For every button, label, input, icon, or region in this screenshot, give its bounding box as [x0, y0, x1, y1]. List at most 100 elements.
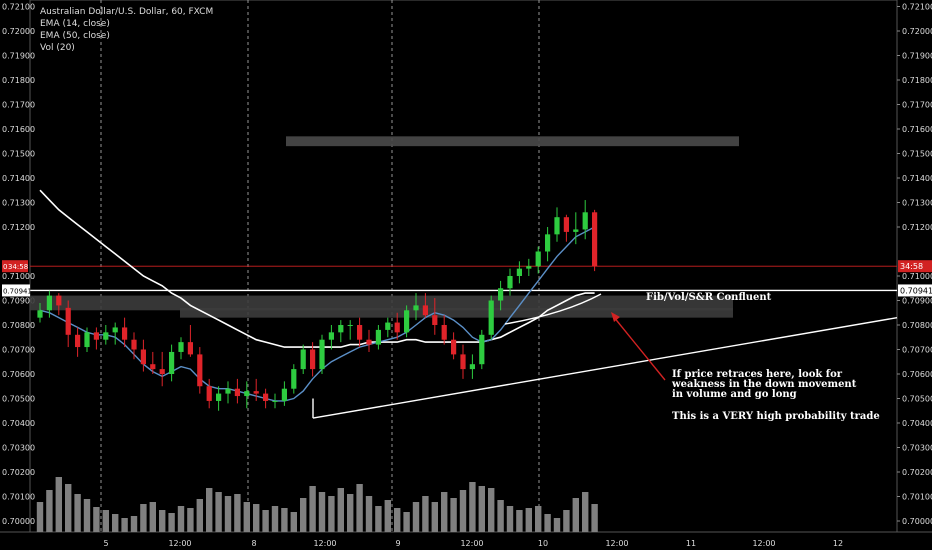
candle-down — [140, 349, 146, 365]
volume-bar — [112, 514, 119, 532]
time-axis-label: 8 — [251, 539, 256, 548]
price-axis-label-left: 0.70200 — [2, 468, 35, 477]
volume-bar — [65, 484, 72, 532]
candle-up — [272, 400, 278, 402]
ema14-line — [39, 226, 595, 402]
confluence-zone-label: Fib/Vol/S&R Confluent — [646, 292, 772, 303]
price-axis-label-left: 0.70000 — [2, 517, 35, 526]
candle-down — [75, 334, 81, 348]
volume-bar — [506, 506, 514, 532]
volume-bar — [365, 496, 373, 532]
candle-up — [328, 332, 334, 340]
volume-bar — [55, 477, 62, 532]
candle-up — [37, 310, 43, 318]
volume-bar — [328, 496, 335, 532]
volume-bar — [572, 498, 579, 532]
candle-down — [122, 327, 128, 340]
candle-down — [563, 217, 569, 232]
candle-up — [516, 268, 522, 276]
current-price-tag: 0.70941 — [900, 286, 932, 295]
candle-down — [65, 307, 71, 335]
price-axis-label-left: 0.70900 — [2, 297, 35, 306]
volume-bar — [140, 504, 147, 532]
candle-down — [187, 342, 193, 355]
price-axis-label-left: 0.71200 — [2, 223, 35, 232]
volume-bar — [168, 513, 175, 532]
price-axis-label-left: 0.72000 — [2, 27, 35, 36]
volume-bar — [187, 508, 194, 532]
indicator-volume-label[interactable]: Vol (20) — [40, 43, 75, 53]
indicator-ema50-label[interactable]: EMA (50, close) — [40, 31, 110, 41]
volume-bar — [234, 494, 241, 532]
current-price-tag-bg — [898, 284, 932, 297]
time-axis-label: 12 — [833, 539, 843, 548]
price-axis-label-left: 0.72100 — [2, 3, 35, 12]
countdown-tag-left-prefix: 0 — [3, 263, 7, 271]
volume-bar — [347, 494, 354, 532]
candle-up — [526, 266, 532, 269]
volume-bar — [177, 506, 185, 532]
volume-bar — [535, 506, 542, 532]
price-axis-label-right: 0.70300 — [902, 444, 932, 453]
volume-bar — [450, 498, 457, 532]
candle-up — [582, 212, 588, 230]
volume-bar — [525, 508, 532, 532]
candle-up — [103, 332, 109, 340]
volume-bar — [384, 500, 391, 532]
price-axis-label-left: 0.71900 — [2, 52, 35, 61]
volume-bar — [422, 496, 429, 532]
price-axis-label-left: 0.71800 — [2, 76, 35, 85]
candle-up — [498, 288, 504, 301]
volume-bar — [253, 504, 260, 532]
support-trendline — [312, 316, 898, 419]
candle-up — [375, 329, 381, 345]
countdown-tag-right-bg — [898, 260, 932, 273]
price-axis-label-right: 0.70400 — [902, 419, 932, 428]
trade-note-emphasis: This is a VERY high probability trade — [672, 411, 880, 422]
price-axis-label-right: 0.71900 — [902, 52, 932, 61]
candle-up — [535, 251, 541, 267]
volume-bar — [431, 502, 438, 532]
volume-bar — [356, 484, 363, 532]
volume-bar — [74, 494, 81, 532]
volume-bar — [196, 499, 203, 532]
volume-bar — [337, 488, 344, 532]
red-arrow-line — [612, 315, 666, 381]
volume-bar — [271, 506, 279, 532]
candle-up — [84, 332, 90, 348]
price-axis-label-right: 0.71000 — [902, 272, 932, 281]
candle-up — [46, 295, 52, 311]
candle-up — [488, 300, 494, 335]
candle-down — [310, 349, 316, 370]
price-axis-label-right: 0.71800 — [902, 76, 932, 85]
candle-up — [545, 234, 551, 252]
candle-down — [432, 315, 438, 325]
volume-bar — [403, 512, 410, 532]
trade-note-line: in volume and go long — [672, 389, 797, 400]
price-axis-label-left: 0.71500 — [2, 150, 35, 159]
candle-down — [159, 369, 165, 374]
volume-bar — [459, 490, 467, 532]
candle-up — [404, 310, 410, 333]
volume-bar — [281, 508, 288, 532]
indicator-ema14-label[interactable]: EMA (14, close) — [40, 19, 110, 29]
price-axis-label-right: 0.72000 — [902, 27, 932, 36]
volume-bar — [469, 482, 476, 532]
volume-bar — [544, 514, 551, 532]
volume-bar — [206, 488, 213, 532]
candle-down — [56, 295, 62, 306]
price-axis-label-left: 0.70100 — [2, 493, 35, 502]
candle-down — [592, 212, 598, 267]
volume-bar — [591, 504, 598, 532]
time-axis-label: 12:00 — [752, 539, 775, 548]
candle-up — [281, 388, 287, 401]
price-axis-label-right: 0.70700 — [902, 346, 932, 355]
price-axis-label-right: 0.71600 — [902, 125, 932, 134]
price-axis-label-right: 0.70200 — [902, 468, 932, 477]
volume-bar — [318, 492, 326, 532]
volume-bar — [375, 506, 382, 532]
red-arrow-head — [611, 312, 620, 322]
countdown-tag-left: 34:58 — [8, 263, 28, 271]
volume-bar — [309, 486, 316, 532]
